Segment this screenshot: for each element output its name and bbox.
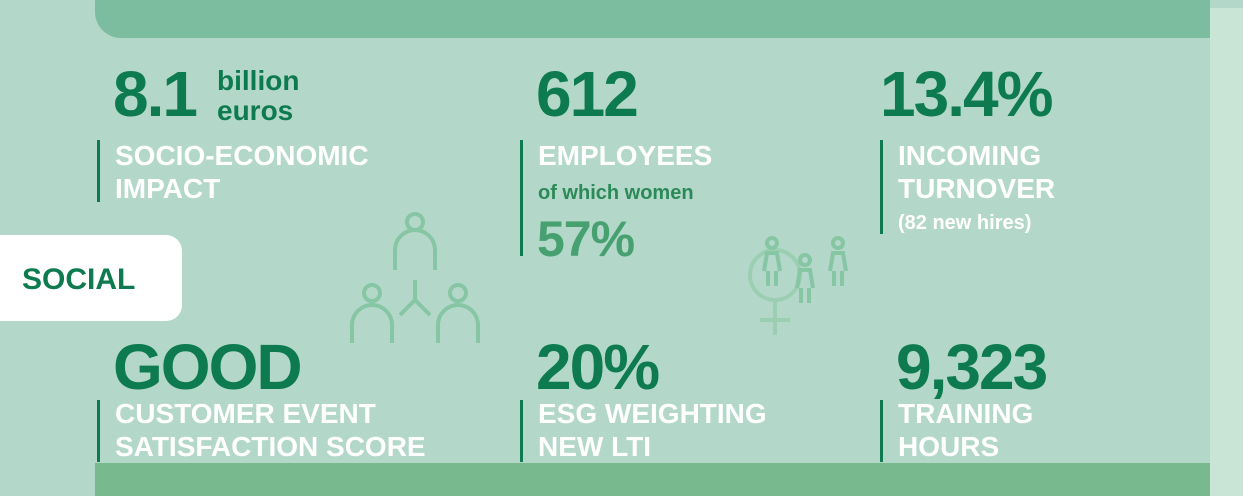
stat-label: SATISFACTION SCORE [115, 431, 426, 462]
accent-bar [880, 400, 883, 462]
stat-value: 20% [536, 331, 660, 403]
side-band [1210, 8, 1243, 496]
stat-value: GOOD [113, 331, 303, 403]
stat-label: EMPLOYEES [538, 140, 713, 171]
stat-value: 8.1 [113, 58, 198, 130]
stat-label: CUSTOMER EVENT [115, 398, 376, 429]
stat-unit: billion [217, 65, 300, 96]
accent-bar [880, 140, 883, 234]
accent-bar [520, 140, 523, 256]
stat-value: 13.4% [880, 58, 1053, 130]
top-band [95, 0, 1210, 38]
stat-label: TRAINING [898, 398, 1034, 429]
stat-label: INCOMING [898, 140, 1042, 171]
stat-extra: 57% [537, 211, 635, 267]
accent-bar [97, 140, 100, 202]
stat-label: TURNOVER [898, 173, 1056, 204]
stat-label: HOURS [898, 431, 1000, 462]
stat-label: NEW LTI [538, 431, 652, 462]
tab: SOCIAL [0, 235, 182, 321]
stat-note: of which women [538, 182, 694, 204]
stat-unit: euros [217, 95, 294, 126]
bottom-band [95, 463, 1210, 496]
stat-value: 612 [536, 58, 639, 130]
tab-label: SOCIAL [22, 263, 136, 296]
stat-label: IMPACT [115, 173, 221, 204]
accent-bar [520, 400, 523, 462]
stat-note: (82 new hires) [898, 212, 1032, 234]
stat-label: ESG WEIGHTING [538, 398, 767, 429]
stat-value: 9,323 [896, 331, 1048, 403]
accent-bar [97, 400, 100, 462]
icons [350, 212, 848, 343]
stat-label: SOCIO-ECONOMIC [115, 140, 369, 171]
